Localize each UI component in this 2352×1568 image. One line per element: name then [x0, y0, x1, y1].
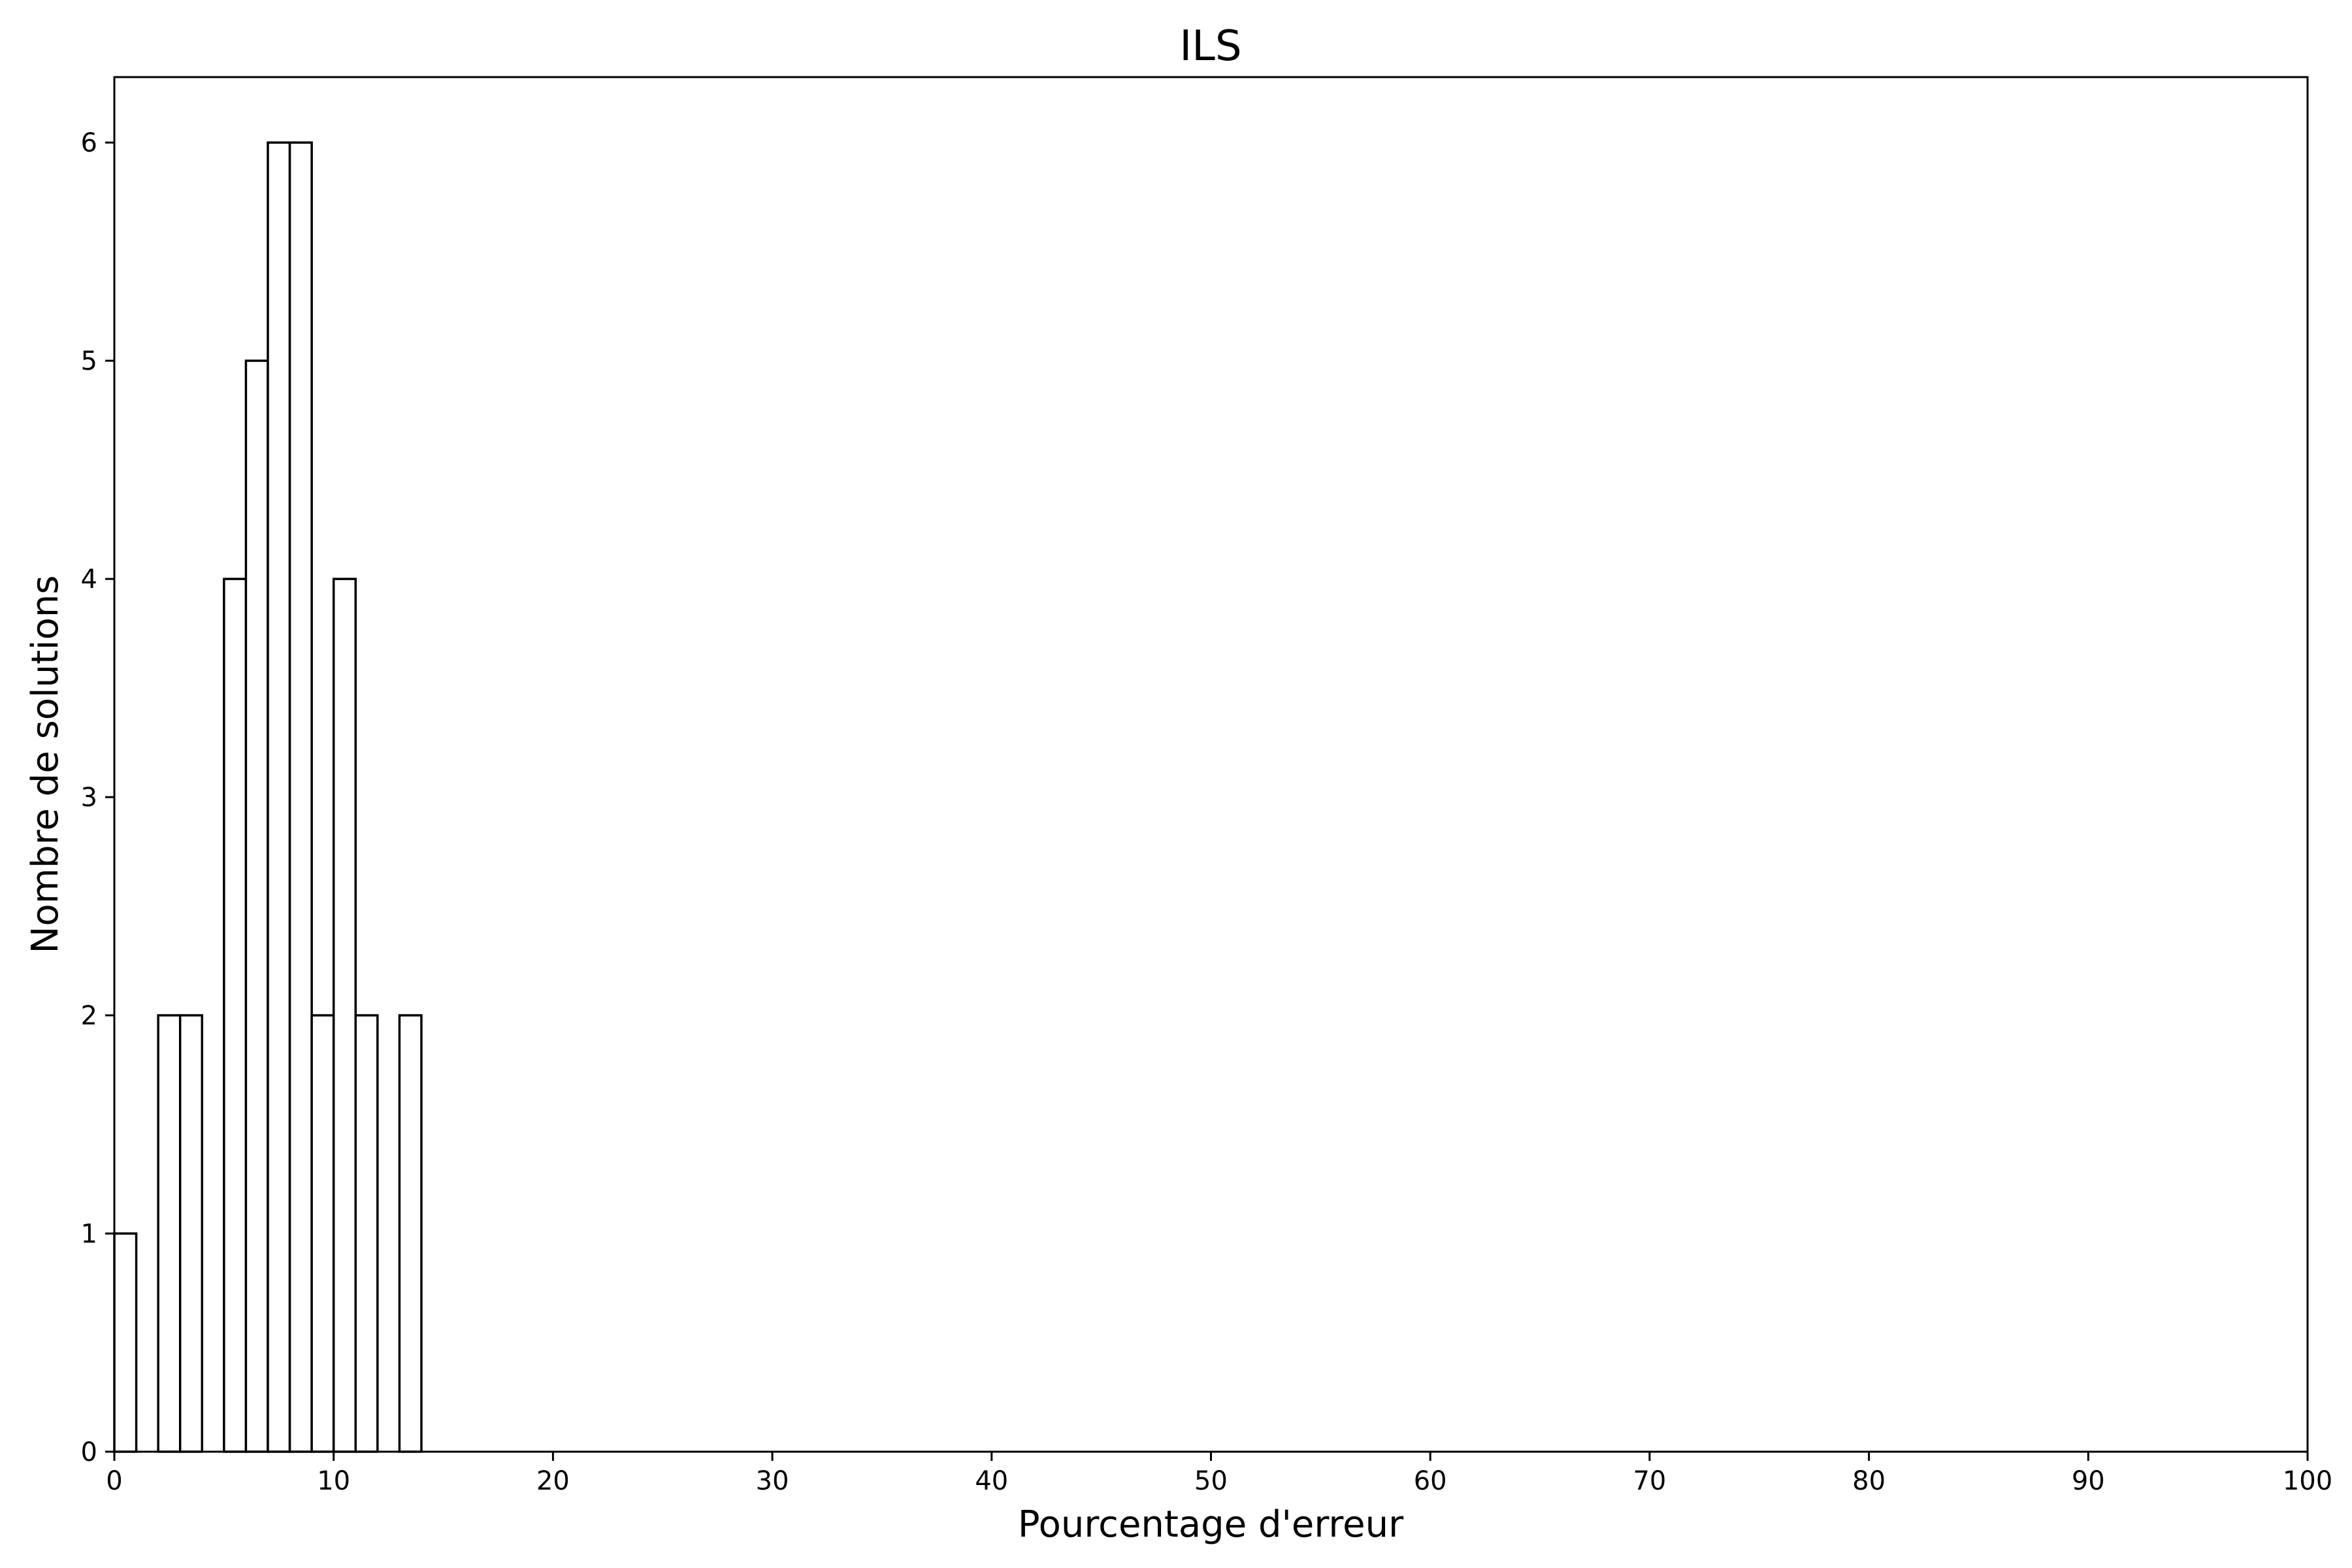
histogram-bar: [332, 578, 357, 1453]
y-axis-label: Nombre de solutions: [24, 575, 67, 953]
x-tick-label: 70: [1633, 1466, 1666, 1496]
x-tick-label: 100: [2283, 1466, 2332, 1496]
histogram-bar: [288, 141, 313, 1453]
y-tick-label: 2: [81, 1001, 97, 1031]
x-tick-label: 0: [106, 1466, 122, 1496]
x-tick-label: 80: [1852, 1466, 1886, 1496]
y-tick-label: 0: [81, 1437, 97, 1467]
y-tick-label: 3: [81, 783, 97, 813]
y-tick-label: 4: [81, 564, 97, 595]
y-tick-label: 5: [81, 346, 97, 376]
x-tick-label: 10: [317, 1466, 350, 1496]
histogram-bar: [223, 578, 248, 1453]
y-axis: 0 1 2 3 4 5 6: [81, 128, 114, 1467]
x-axis: 0 10 20 30 40 50 60 70 80 90 100: [106, 1452, 2332, 1496]
y-tick-label: 1: [81, 1219, 97, 1249]
bars-group: [113, 141, 423, 1453]
x-tick-label: 40: [975, 1466, 1008, 1496]
chart-title: ILS: [1179, 22, 1241, 71]
x-tick-label: 30: [756, 1466, 789, 1496]
histogram-bar: [267, 141, 291, 1453]
y-tick-label: 6: [81, 128, 97, 158]
histogram-bar: [244, 359, 269, 1453]
histogram-bar: [398, 1014, 423, 1453]
x-tick-label: 60: [1414, 1466, 1447, 1496]
histogram-bar: [157, 1014, 182, 1453]
histogram-bar: [310, 1014, 335, 1453]
histogram-bar: [178, 1014, 204, 1453]
plot-frame: [113, 76, 2309, 1453]
x-tick-label: 20: [536, 1466, 570, 1496]
histogram-bar: [354, 1014, 379, 1453]
x-axis-label: Pourcentage d'erreur: [1018, 1503, 1404, 1546]
x-tick-label: 90: [2072, 1466, 2105, 1496]
x-tick-label: 50: [1194, 1466, 1228, 1496]
histogram-bar: [113, 1232, 138, 1453]
